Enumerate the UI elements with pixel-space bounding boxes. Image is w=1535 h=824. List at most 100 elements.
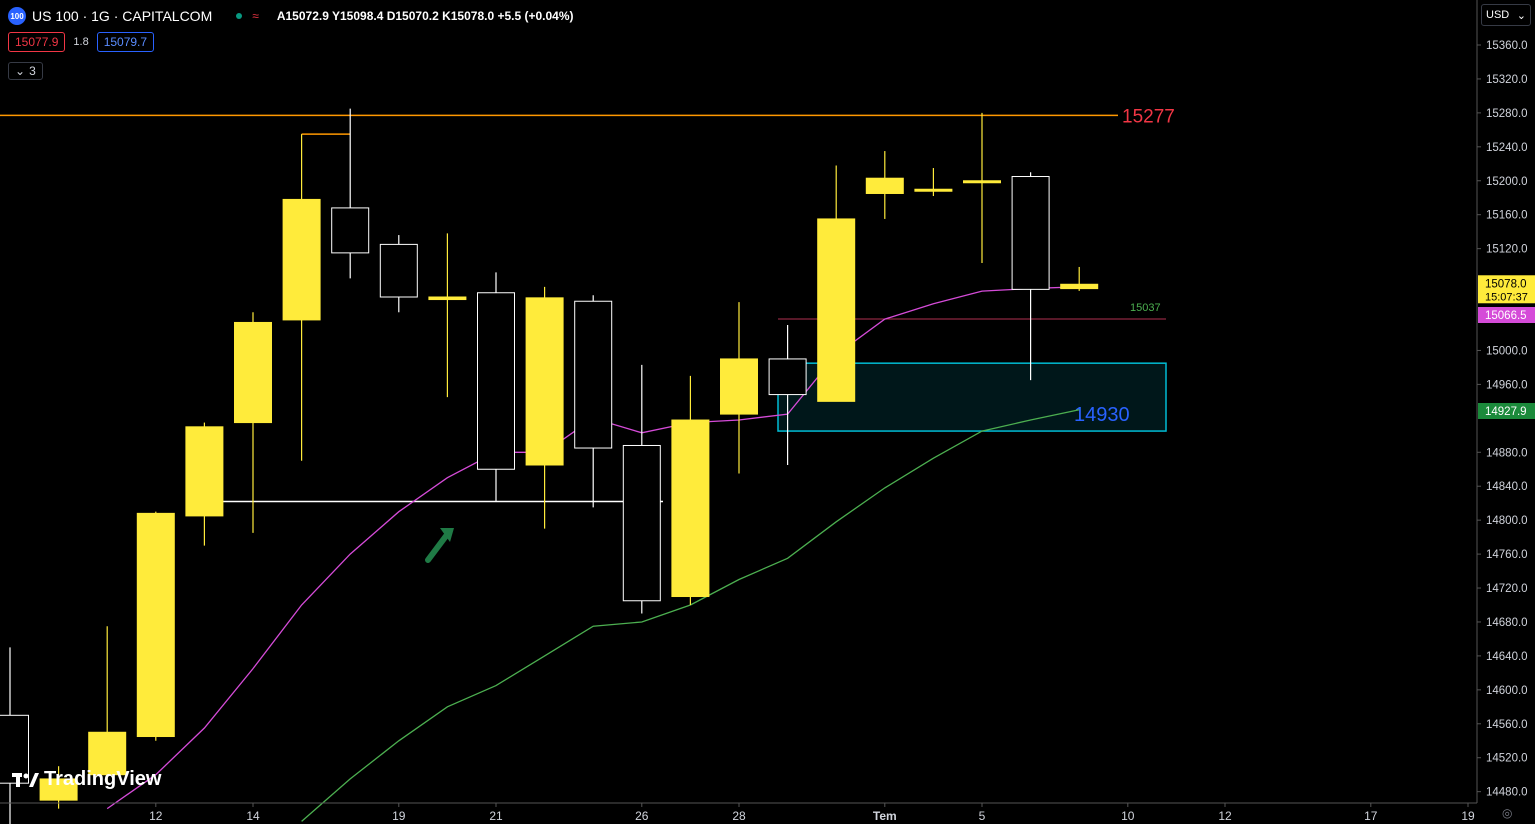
symbol-title[interactable]: US 100 · 1G · CAPITALCOM — [32, 8, 213, 24]
candles-layer — [0, 108, 1099, 824]
candle — [574, 295, 613, 508]
symbol-badge: 100 — [8, 7, 26, 25]
candle — [865, 151, 904, 219]
ema-slow-badge — [1478, 403, 1535, 419]
candle — [136, 511, 175, 741]
price-tick-label: 14520.0 — [1486, 753, 1528, 765]
candle-body — [574, 300, 613, 449]
candle-body — [865, 177, 904, 194]
arrow-head-icon — [440, 528, 454, 542]
resistance-label: 15277 — [1122, 106, 1175, 127]
candle-body — [671, 419, 710, 598]
time-tick-label: 28 — [732, 809, 746, 823]
market-open-icon — [236, 13, 243, 19]
candle — [720, 302, 758, 474]
candle — [817, 165, 856, 402]
price-tick-label: 14800.0 — [1486, 515, 1528, 527]
candle — [185, 422, 224, 546]
price-tick-label: 15000.0 — [1486, 345, 1528, 357]
time-tick-label: 21 — [489, 809, 503, 823]
price-tick-label: 14720.0 — [1486, 583, 1528, 595]
candle-body — [428, 296, 467, 301]
candle-body — [963, 180, 1001, 184]
price-tick-label: 14560.0 — [1486, 719, 1528, 731]
candle — [428, 233, 467, 398]
candle — [1011, 172, 1050, 381]
countdown-label: 15:07:37 — [1485, 291, 1528, 303]
candle — [622, 364, 661, 614]
price-tick-label: 14600.0 — [1486, 685, 1528, 697]
candle-body — [817, 218, 856, 402]
candle-body — [379, 243, 418, 298]
zone-label: 14930 — [1074, 404, 1130, 426]
settings-icon[interactable]: ◎ — [1502, 806, 1513, 820]
level-label-15037: 15037 — [1130, 302, 1161, 314]
chevron-down-icon: ⌄ — [1516, 10, 1526, 22]
ema-fast-badge — [1478, 307, 1535, 323]
price-tick-label: 14640.0 — [1486, 651, 1528, 663]
current-price-badge — [1478, 275, 1535, 304]
sell-price-button[interactable]: 15077.9 — [8, 32, 66, 52]
time-tick-label: 14 — [246, 809, 260, 823]
price-tick-label: 14840.0 — [1486, 481, 1528, 493]
candle-body — [136, 512, 175, 738]
candle — [282, 134, 321, 461]
candle — [88, 626, 127, 784]
price-tick-label: 15160.0 — [1486, 210, 1528, 222]
indicators-count: 3 — [29, 64, 36, 78]
candle — [914, 168, 953, 197]
candle-body — [0, 714, 29, 784]
candle — [0, 647, 29, 824]
candle-body — [1060, 283, 1099, 290]
price-tick-label: 14880.0 — [1486, 447, 1528, 459]
candle — [525, 286, 564, 529]
price-tick-label: 14960.0 — [1486, 379, 1528, 391]
candle-body — [720, 358, 758, 415]
time-tick-label: 26 — [635, 809, 649, 823]
candle — [671, 375, 710, 605]
price-axis[interactable]: 15360.0 15320.0 15280.0 15240.0 15200.0 15160… — [1476, 0, 1535, 824]
arrow-up-icon — [425, 533, 449, 563]
candle — [1060, 266, 1099, 291]
price-tick-label: 15320.0 — [1486, 74, 1528, 86]
candle-body — [234, 321, 272, 424]
symbol-header[interactable]: 100 US 100 · 1G · CAPITALCOM ≈ A15072.9 … — [8, 6, 574, 26]
annotations-layer — [425, 528, 454, 563]
tradingview-logo[interactable]: TradingView — [12, 768, 161, 791]
candle-body — [525, 297, 564, 466]
price-tick-label: 14480.0 — [1486, 787, 1528, 799]
time-tick-label: 17 — [1364, 809, 1378, 823]
price-tick-label: 15200.0 — [1486, 176, 1528, 188]
tradingview-mark-icon — [12, 772, 39, 787]
candle-body — [622, 444, 661, 602]
time-tick-label: 19 — [392, 809, 406, 823]
candle — [963, 112, 1001, 264]
price-tick-label: 14760.0 — [1486, 549, 1528, 561]
candle-body — [477, 292, 515, 470]
candle-body — [39, 778, 78, 801]
candle-body — [331, 207, 370, 254]
chevron-down-icon: ⌄ — [15, 64, 26, 78]
price-tick-label: 15120.0 — [1486, 244, 1528, 256]
time-tick-label: 19 — [1461, 809, 1475, 823]
ema-slow-price-label: 14927.9 — [1485, 406, 1527, 418]
candle-body — [282, 198, 321, 321]
time-tick-label: 12 — [149, 809, 163, 823]
indicators-toggle[interactable]: ⌄ 3 — [8, 62, 43, 80]
tradingview-wordmark: TradingView — [44, 768, 162, 790]
candle-body — [914, 188, 953, 192]
ema-fast-price-label: 15066.5 — [1485, 310, 1527, 322]
candle — [234, 312, 272, 533]
currency-selector[interactable]: USD ⌄ — [1481, 4, 1531, 26]
currency-label: USD — [1486, 9, 1510, 21]
current-price-label: 15078.0 — [1485, 278, 1527, 290]
price-tick-label: 14680.0 — [1486, 617, 1528, 629]
price-tick-label: 15360.0 — [1486, 40, 1528, 52]
candle-body — [88, 731, 127, 776]
buy-price-button[interactable]: 15079.7 — [96, 32, 155, 52]
time-tick-label: Tem — [873, 809, 897, 823]
time-axis[interactable]: 7121419212628Tem510121719 — [0, 802, 1477, 823]
candle-body — [185, 426, 224, 517]
wave-icon: ≈ — [252, 9, 259, 23]
